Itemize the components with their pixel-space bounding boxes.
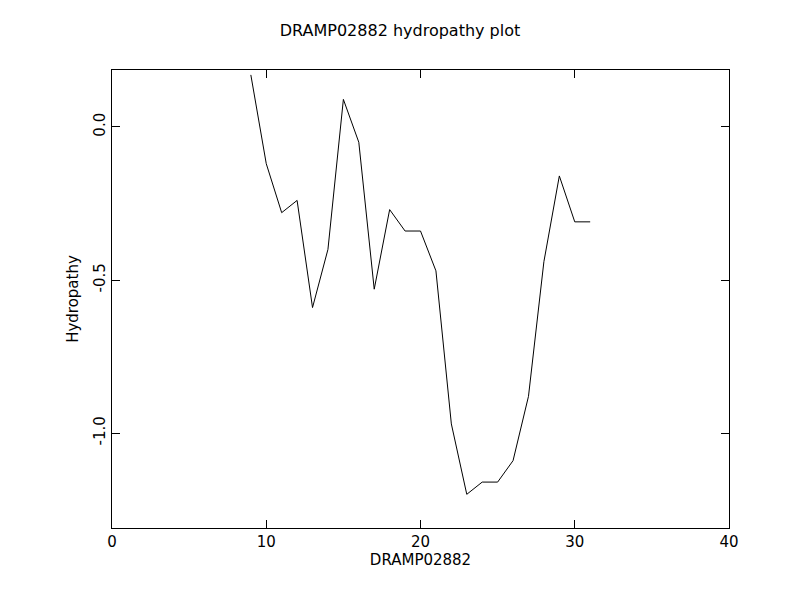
svg-text:10: 10 — [257, 533, 276, 551]
svg-text:-0.5: -0.5 — [91, 263, 109, 292]
svg-text:-1.0: -1.0 — [91, 416, 109, 445]
svg-text:0.0: 0.0 — [91, 113, 109, 137]
svg-text:DRAMP02882 hydropathy plot: DRAMP02882 hydropathy plot — [280, 21, 521, 40]
svg-text:30: 30 — [565, 533, 584, 551]
svg-text:20: 20 — [411, 533, 430, 551]
svg-text:Hydropathy: Hydropathy — [64, 255, 82, 343]
svg-text:0: 0 — [107, 533, 117, 551]
svg-text:DRAMP02882: DRAMP02882 — [370, 551, 471, 569]
svg-text:40: 40 — [719, 533, 738, 551]
